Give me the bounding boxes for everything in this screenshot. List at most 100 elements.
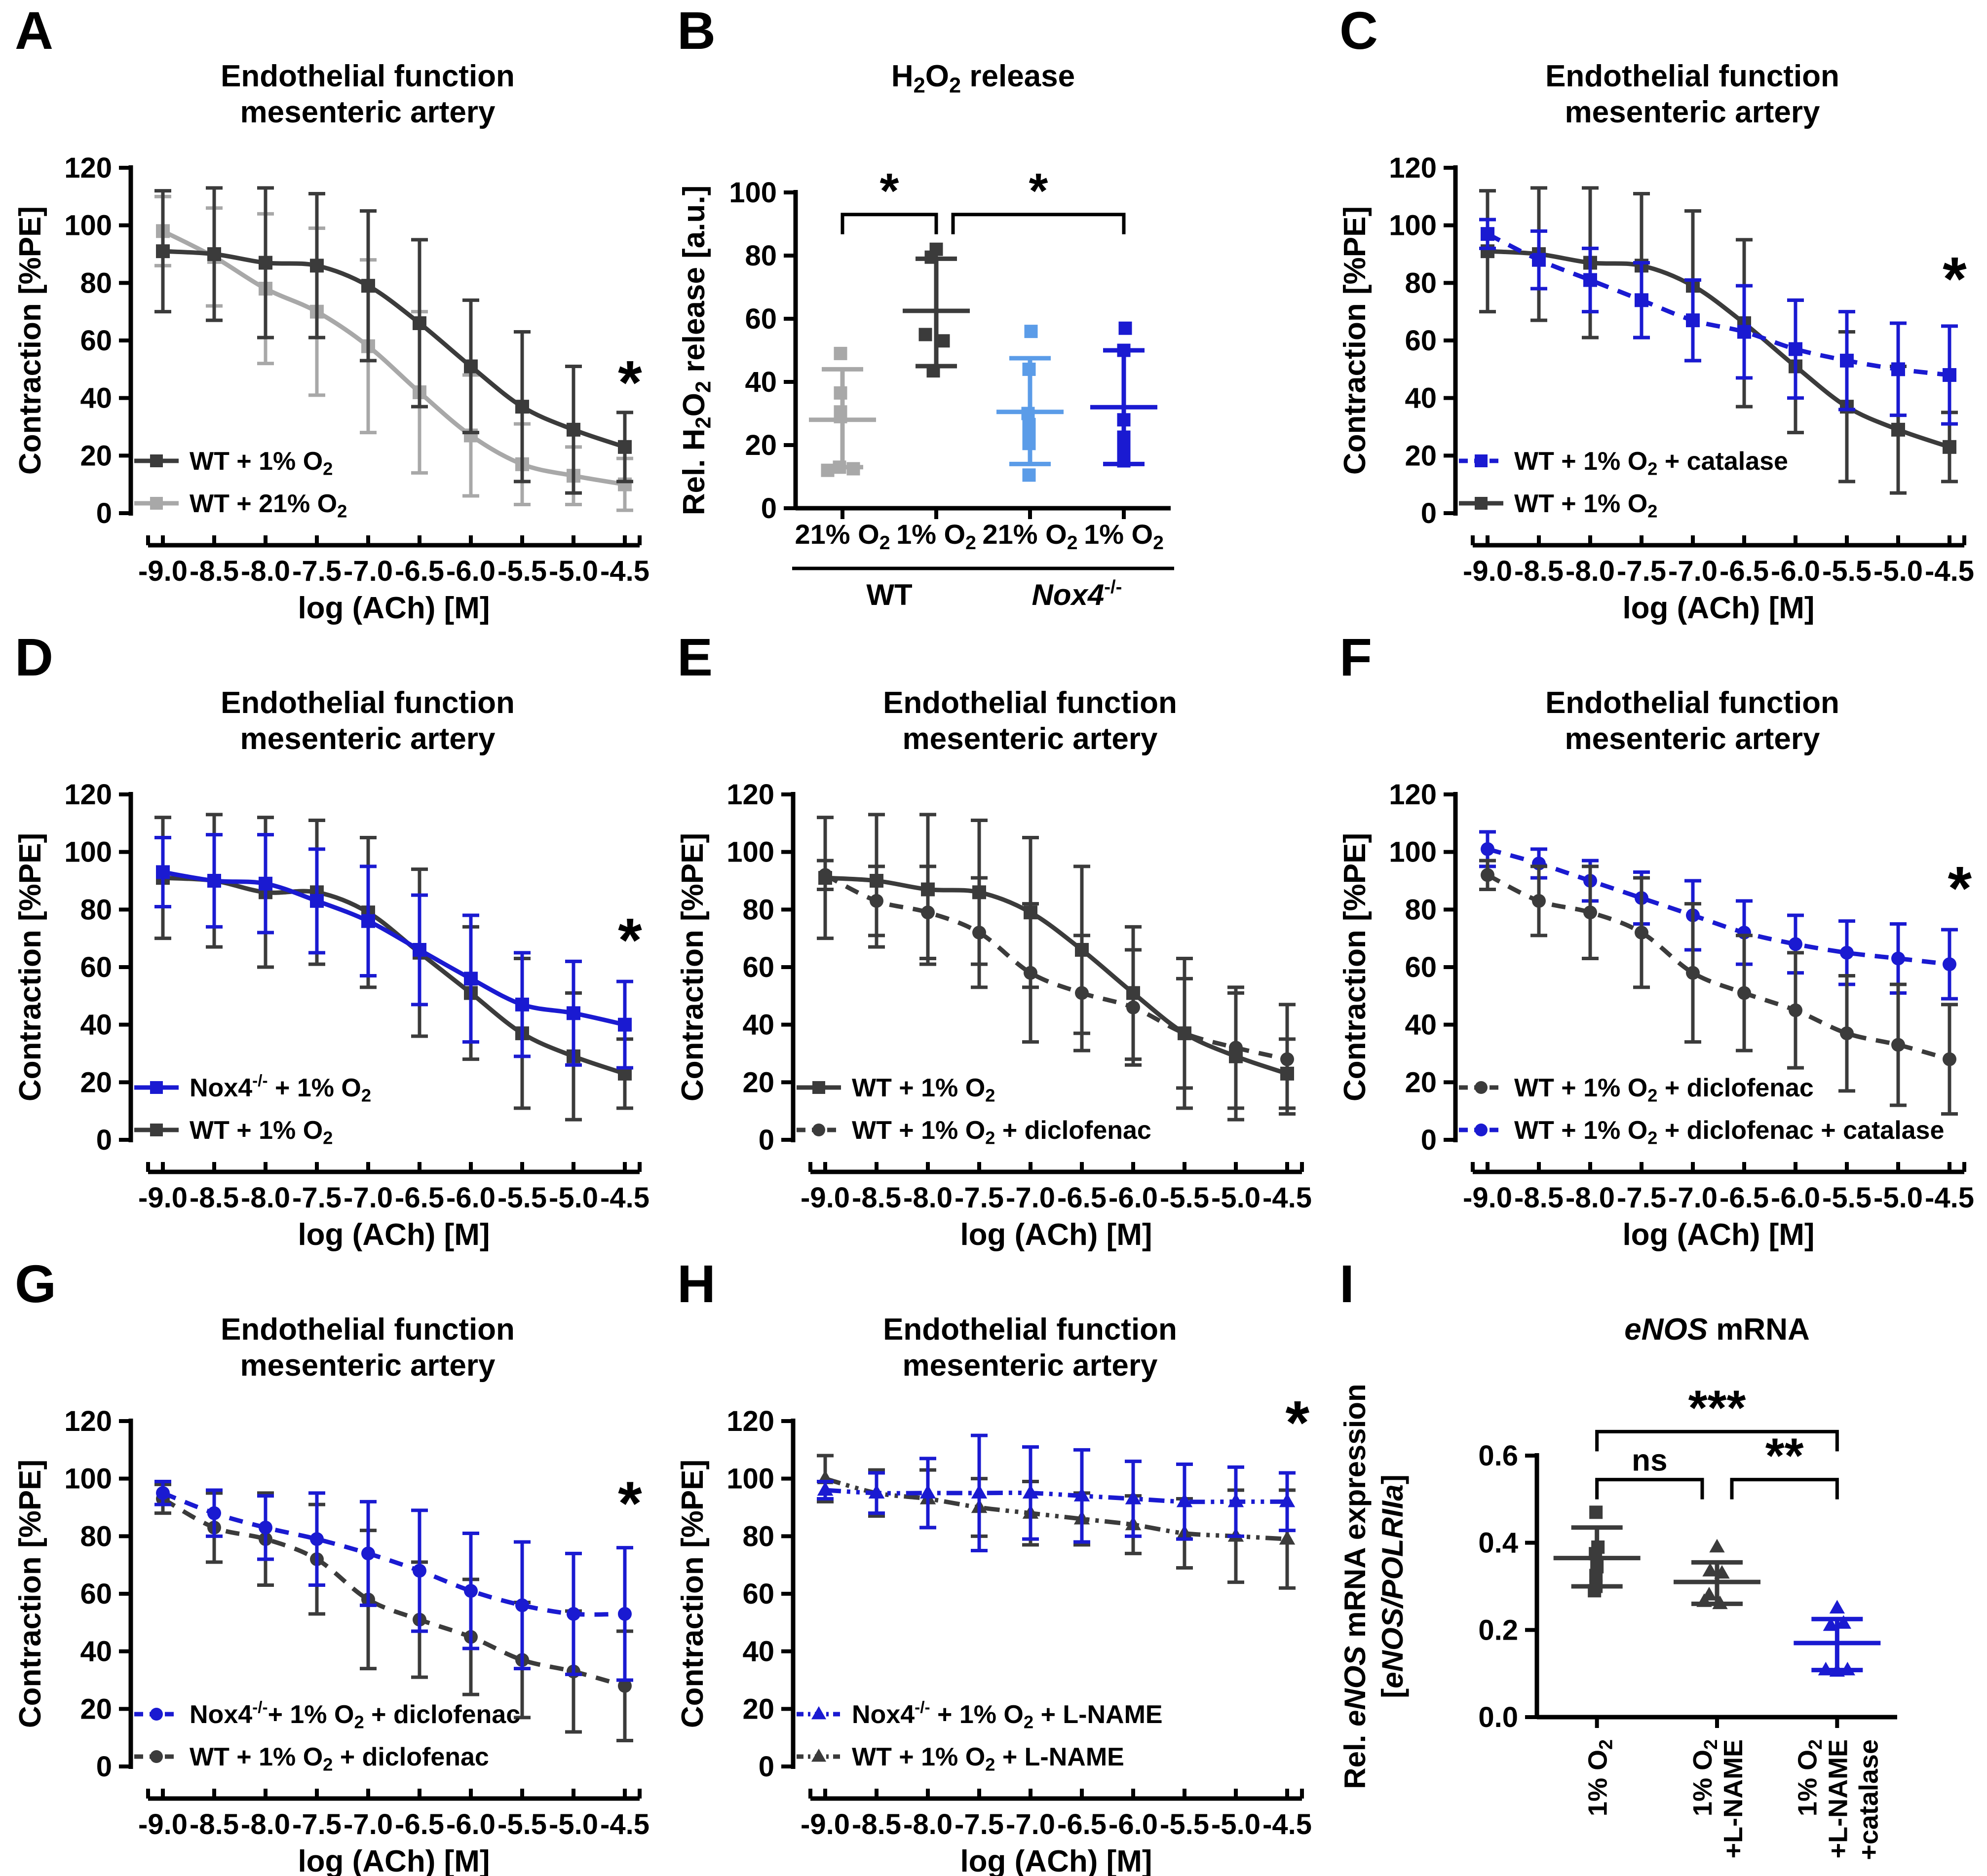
x-tick-labels: 21% O2 1% O2 21% O2 1% O2 [795,519,1164,554]
svg-text:-7.5: -7.5 [292,555,342,587]
svg-text:-7.5: -7.5 [955,1808,1004,1840]
svg-text:WT + 1% O2: WT + 1% O2 [190,447,333,479]
svg-text:20: 20 [742,1066,774,1098]
svg-text:-9.0: -9.0 [801,1808,850,1840]
y-axis-label: Rel. eNOS mRNA expression[eNOS/POLRIIa] [1338,1384,1409,1789]
svg-text:-8.5: -8.5 [852,1182,901,1214]
svg-text:-5.0: -5.0 [549,555,598,587]
svg-text:mesenteric artery: mesenteric artery [903,1349,1158,1383]
svg-text:-8.0: -8.0 [1566,1182,1615,1214]
panel-h: H Endothelial function mesenteric artery 0… [662,1253,1325,1876]
svg-text:-9.0: -9.0 [1463,555,1512,587]
svg-text:-4.5: -4.5 [1262,1182,1312,1214]
y-axis-label: Contraction [%PE] [13,1460,47,1728]
svg-text:40: 40 [742,1009,774,1041]
svg-text:20: 20 [745,429,777,461]
legend: WT + 1% O2 + diclofenac WT + 1% O2 + dicl… [1459,1074,1944,1148]
svg-text:Contraction [%PE]: Contraction [%PE] [1338,206,1372,475]
svg-text:Contraction [%PE]: Contraction [%PE] [13,1460,47,1728]
x-axis-label: log (ACh) [M] [298,591,490,625]
svg-text:-5.5: -5.5 [1160,1182,1209,1214]
panel-b-chart: H2O2 release 0 20 40 60 80 100 Rel. H2O2 releas… [677,59,1174,611]
svg-text:**: ** [1765,1428,1804,1484]
series [154,833,633,1070]
svg-text:60: 60 [745,303,777,335]
panel-f: F Endothelial function mesenteric artery 0… [1325,627,1987,1253]
svg-text:-5.0: -5.0 [1211,1182,1261,1214]
svg-text:-6.0: -6.0 [446,1808,496,1840]
svg-text:Contraction [%PE]: Contraction [%PE] [676,1460,710,1728]
svg-text:20: 20 [1405,440,1437,472]
svg-text:-5.5: -5.5 [1822,1182,1872,1214]
panel-g: G Endothelial function mesenteric artery 0… [0,1253,662,1876]
svg-text:80: 80 [80,894,112,926]
significance-bracket: ** [1730,1428,1839,1500]
svg-text:-7.5: -7.5 [292,1808,342,1840]
svg-text:***: *** [1688,1380,1746,1435]
svg-text:80: 80 [1405,267,1437,299]
svg-text:log (ACh) [M]: log (ACh) [M] [298,591,490,625]
svg-text:120: 120 [64,779,112,811]
svg-text:120: 120 [1389,779,1437,811]
svg-text:20: 20 [742,1693,774,1725]
svg-text:log (ACh) [M]: log (ACh) [M] [1622,591,1814,625]
svg-text:mesenteric artery: mesenteric artery [240,1349,496,1383]
svg-text:WT + 1% O2 + catalase: WT + 1% O2 + catalase [1514,447,1788,479]
significance-bracket: ns [1595,1444,1704,1500]
significance-star: * [618,1469,642,1538]
y-axis: 0 20 40 60 80 100 120 [726,779,796,1156]
x-axis-label: log (ACh) [M] [960,1218,1152,1252]
panel-b-label: B [677,0,716,60]
svg-text:ns: ns [1632,1444,1667,1478]
svg-text:100: 100 [726,1463,774,1495]
legend: Nox4-/- + 1% O2 WT + 1% O2 [134,1072,371,1148]
svg-text:-5.0: -5.0 [1873,555,1923,587]
svg-text:-4.5: -4.5 [600,1182,650,1214]
svg-text:0: 0 [96,1751,112,1783]
scatter-group [903,242,970,378]
svg-text:-9.0: -9.0 [138,1808,188,1840]
significance-star: * [1948,854,1972,923]
svg-text:-6.5: -6.5 [1057,1808,1107,1840]
svg-text:-8.5: -8.5 [852,1808,901,1840]
svg-text:-6.0: -6.0 [446,1182,496,1214]
svg-text:-8.0: -8.0 [1566,555,1615,587]
svg-text:0: 0 [761,492,777,525]
x-axis-label: log (ACh) [M] [298,1218,490,1252]
legend: Nox4-/-+ 1% O2 + diclofenac WT + 1% O2 + … [134,1698,520,1774]
y-axis-label: Contraction [%PE] [676,1460,710,1728]
svg-text:*: * [618,906,642,975]
x-axis-label: log (ACh) [M] [1622,591,1814,625]
y-axis-label: Contraction [%PE] [1338,206,1372,475]
svg-text:WT + 21% O2: WT + 21% O2 [190,489,347,521]
svg-text:-5.0: -5.0 [549,1182,598,1214]
significance-bracket: *** [1595,1380,1839,1452]
svg-text:80: 80 [742,894,774,926]
group-span: Nox4-/- [980,566,1174,611]
svg-text:Contraction [%PE]: Contraction [%PE] [13,206,47,475]
significance-star: * [1943,245,1967,313]
panel-e: E Endothelial function mesenteric artery 0… [662,627,1325,1253]
scatter-group [996,325,1064,482]
y-axis: 0 20 40 60 80 100 120 [64,1405,133,1783]
svg-text:Contraction [%PE]: Contraction [%PE] [13,833,47,1101]
svg-text:*: * [1285,1389,1309,1458]
y-axis: 0 20 40 60 80 100 120 [1389,779,1458,1156]
svg-text:-7.5: -7.5 [1617,1182,1666,1214]
svg-text:*: * [1029,163,1048,219]
x-axis: -9.0 -8.5 -8.0 -7.5 -7.0 -6.5 -6.0 -5.5 -5.0 -4.5 [138,1789,650,1840]
svg-text:120: 120 [726,1405,774,1437]
svg-text:-6.0: -6.0 [1108,1182,1158,1214]
significance-star: * [618,906,642,975]
svg-text:120: 120 [1389,152,1437,184]
svg-text:WT + 1% O2: WT + 1% O2 [1514,489,1657,521]
svg-text:log (ACh) [M]: log (ACh) [M] [1622,1218,1814,1252]
svg-text:100: 100 [1389,210,1437,242]
